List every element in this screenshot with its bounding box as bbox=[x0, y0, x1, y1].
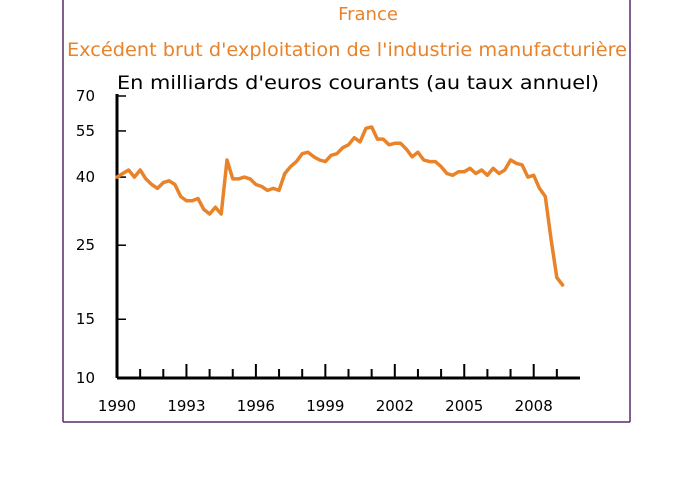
axes-group: 10 15 25 40 55 70 1990 1993 1996 1999 2002 2005 2008 bbox=[76, 87, 580, 415]
x-tick-label: 1996 bbox=[237, 397, 275, 415]
y-tick-label: 25 bbox=[76, 236, 95, 254]
x-tick-label: 1990 bbox=[98, 397, 136, 415]
x-tick-label: 2002 bbox=[376, 397, 414, 415]
y-tick-label: 15 bbox=[76, 310, 95, 328]
y-tick-label: 55 bbox=[76, 122, 95, 140]
y-axis-unit-label: En milliards d'euros courants (au taux a… bbox=[117, 72, 599, 94]
y-tick-label: 10 bbox=[76, 369, 95, 387]
x-tick-label: 2005 bbox=[445, 397, 483, 415]
x-tick-label: 2008 bbox=[515, 397, 553, 415]
chart-title: France bbox=[338, 4, 398, 25]
x-tick-label: 1999 bbox=[306, 397, 344, 415]
y-tick-label: 40 bbox=[76, 168, 95, 186]
y-tick-label: 70 bbox=[76, 87, 95, 105]
data-marks bbox=[115, 125, 565, 287]
chart-subtitle: Excédent brut d'exploitation de l'indust… bbox=[67, 39, 627, 61]
x-tick-label: 1993 bbox=[167, 397, 205, 415]
series-line bbox=[115, 125, 565, 287]
